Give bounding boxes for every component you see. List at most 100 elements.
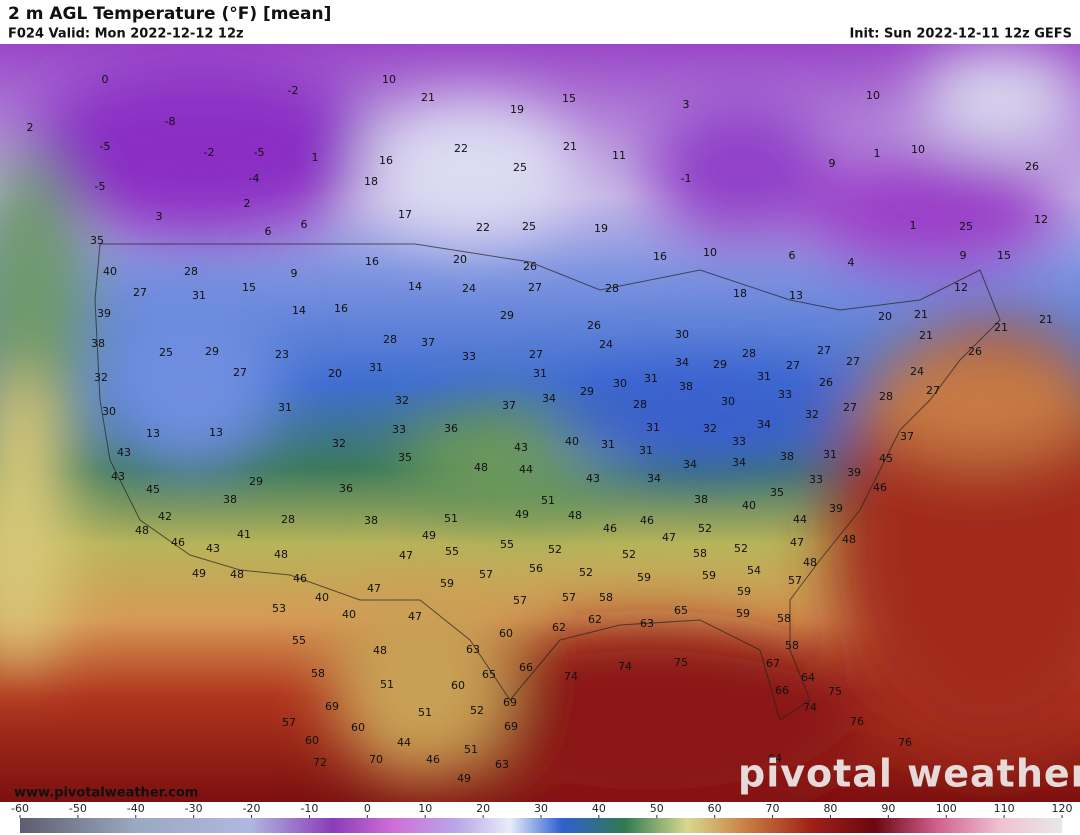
- temperature-label: 30: [675, 328, 689, 341]
- temperature-label: 33: [809, 473, 823, 486]
- temperature-label: 52: [579, 566, 593, 579]
- temperature-label: 35: [398, 451, 412, 464]
- temperature-label: 48: [373, 644, 387, 657]
- temperature-label: 46: [293, 572, 307, 585]
- temperature-label: 58: [785, 639, 799, 652]
- temperature-label: 58: [777, 612, 791, 625]
- temperature-label: -1: [681, 172, 692, 185]
- watermark-brand: pivotal weather: [738, 752, 1080, 796]
- temperature-label: 27: [528, 281, 542, 294]
- temperature-label: 52: [622, 548, 636, 561]
- temperature-label: 30: [613, 377, 627, 390]
- temperature-label: 51: [380, 678, 394, 691]
- temperature-label: 31: [369, 361, 383, 374]
- temperature-label: 40: [742, 499, 756, 512]
- colorbar-tick-label: -20: [243, 802, 261, 815]
- temperature-label: 24: [462, 282, 476, 295]
- temperature-label: 58: [311, 667, 325, 680]
- temperature-label: 34: [647, 472, 661, 485]
- temperature-label: 1: [910, 219, 917, 232]
- temperature-label: 56: [529, 562, 543, 575]
- temperature-label: 22: [476, 221, 490, 234]
- temperature-label: 1: [874, 147, 881, 160]
- temperature-label: 47: [662, 531, 676, 544]
- temperature-label: 55: [500, 538, 514, 551]
- temperature-label: 66: [775, 684, 789, 697]
- temperature-label: 36: [339, 482, 353, 495]
- valid-time: F024 Valid: Mon 2022-12-12 12z: [8, 27, 244, 42]
- temperature-label: 26: [1025, 160, 1039, 173]
- temperature-label: 25: [522, 220, 536, 233]
- temperature-label: 32: [703, 422, 717, 435]
- temperature-label: 54: [747, 564, 761, 577]
- temperature-label: 29: [249, 475, 263, 488]
- temperature-label: 76: [850, 715, 864, 728]
- temperature-label: 32: [332, 437, 346, 450]
- temperature-label: 34: [675, 356, 689, 369]
- temperature-label: 20: [878, 310, 892, 323]
- temperature-label: 23: [275, 348, 289, 361]
- temperature-label: 26: [523, 260, 537, 273]
- temperature-label: 59: [637, 571, 651, 584]
- temperature-label: 17: [398, 208, 412, 221]
- temperature-label: 59: [702, 569, 716, 582]
- temperature-label: 43: [117, 446, 131, 459]
- temperature-label: 22: [454, 142, 468, 155]
- temperature-label: 33: [462, 350, 476, 363]
- header-bg: [0, 0, 1080, 44]
- temperature-label: -5: [254, 146, 265, 159]
- temperature-label: 11: [612, 149, 626, 162]
- temperature-label: 9: [829, 157, 836, 170]
- temperature-label: 2: [244, 197, 251, 210]
- temperature-label: 1: [312, 151, 319, 164]
- temperature-label: 48: [135, 524, 149, 537]
- temperature-label: 15: [997, 249, 1011, 262]
- temperature-label: 38: [679, 380, 693, 393]
- temperature-label: 39: [829, 502, 843, 515]
- temperature-label: 21: [1039, 313, 1053, 326]
- temperature-label: 29: [580, 385, 594, 398]
- temperature-label: 31: [757, 370, 771, 383]
- temperature-label: 33: [732, 435, 746, 448]
- temperature-label: 65: [482, 668, 496, 681]
- colorbar-tick-label: 30: [534, 802, 548, 815]
- temperature-label: 47: [367, 582, 381, 595]
- temperature-label: -5: [100, 140, 111, 153]
- temperature-label: 10: [911, 143, 925, 156]
- temperature-label: 70: [369, 753, 383, 766]
- temperature-label: 21: [919, 329, 933, 342]
- temperature-label: 46: [426, 753, 440, 766]
- temperature-label: 30: [721, 395, 735, 408]
- temperature-label: 9: [291, 267, 298, 280]
- temperature-label: 47: [408, 610, 422, 623]
- temperature-label: 0: [102, 73, 109, 86]
- colorbar-tick-label: -50: [69, 802, 87, 815]
- temperature-label: 52: [470, 704, 484, 717]
- temperature-label: 21: [994, 321, 1008, 334]
- temperature-label: 31: [192, 289, 206, 302]
- temperature-label: 67: [766, 657, 780, 670]
- temperature-label: 12: [1034, 213, 1048, 226]
- temperature-label: 6: [301, 218, 308, 231]
- temperature-label: 40: [315, 591, 329, 604]
- temperature-label: 69: [325, 700, 339, 713]
- temperature-label: 31: [646, 421, 660, 434]
- temperature-label: 29: [500, 309, 514, 322]
- temperature-label: 38: [694, 493, 708, 506]
- temperature-label: 57: [282, 716, 296, 729]
- colorbar-tick-label: -10: [300, 802, 318, 815]
- temperature-label: -5: [95, 180, 106, 193]
- temperature-label: 55: [445, 545, 459, 558]
- temperature-label: 35: [90, 234, 104, 247]
- temperature-label: 60: [351, 721, 365, 734]
- temperature-label: 58: [599, 591, 613, 604]
- temperature-label: 63: [640, 617, 654, 630]
- temperature-label: 72: [313, 756, 327, 769]
- temperature-label: 57: [562, 591, 576, 604]
- temperature-label: 28: [383, 333, 397, 346]
- temperature-label: 51: [464, 743, 478, 756]
- temperature-label: 57: [788, 574, 802, 587]
- temperature-label: 48: [803, 556, 817, 569]
- temperature-label: 43: [586, 472, 600, 485]
